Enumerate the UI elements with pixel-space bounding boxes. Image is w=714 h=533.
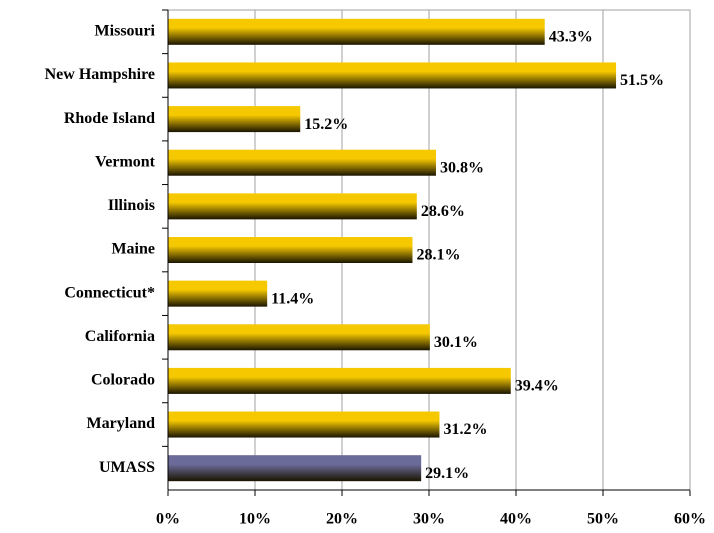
y-tick-label: UMASS [99,459,155,476]
bar [168,193,417,220]
y-tick-label: Maine [111,241,155,258]
value-label: 30.8% [440,159,484,176]
y-tick-label: Illinois [108,197,155,214]
value-label: 28.6% [421,203,465,220]
x-tick-label: 20% [326,511,358,528]
bar [168,280,268,307]
x-tick-label: 50% [587,511,619,528]
y-tick-label: Rhode Island [64,110,155,127]
x-tick-label: 60% [674,511,706,528]
x-tick-label: 40% [500,511,532,528]
y-tick-label: Maryland [87,415,156,432]
y-tick-label: California [85,328,155,345]
value-label: 39.4% [515,378,559,395]
bar [168,324,430,351]
bar [168,149,436,176]
x-tick-label: 30% [413,511,445,528]
y-tick-label: Connecticut* [64,284,155,301]
value-label: 28.1% [416,247,460,264]
value-label: 11.4% [271,290,314,307]
bar [168,411,440,438]
bar [168,18,545,45]
bar [168,237,413,263]
y-tick-label: Colorado [91,372,155,389]
x-tick-label: 10% [239,511,271,528]
value-label: 31.2% [443,421,487,438]
value-label: 43.3% [549,28,593,45]
value-label: 30.1% [434,334,478,351]
y-tick-label: New Hampshire [45,66,155,83]
bar [168,62,617,89]
y-tick-label: Vermont [95,153,156,170]
bar [168,106,301,133]
value-label: 29.1% [425,465,469,482]
bar [168,455,422,482]
y-tick-label: Missouri [95,22,156,39]
value-label: 15.2% [304,116,348,133]
value-label: 51.5% [620,72,664,89]
x-tick-label: 0% [156,511,180,528]
bar [168,367,511,394]
